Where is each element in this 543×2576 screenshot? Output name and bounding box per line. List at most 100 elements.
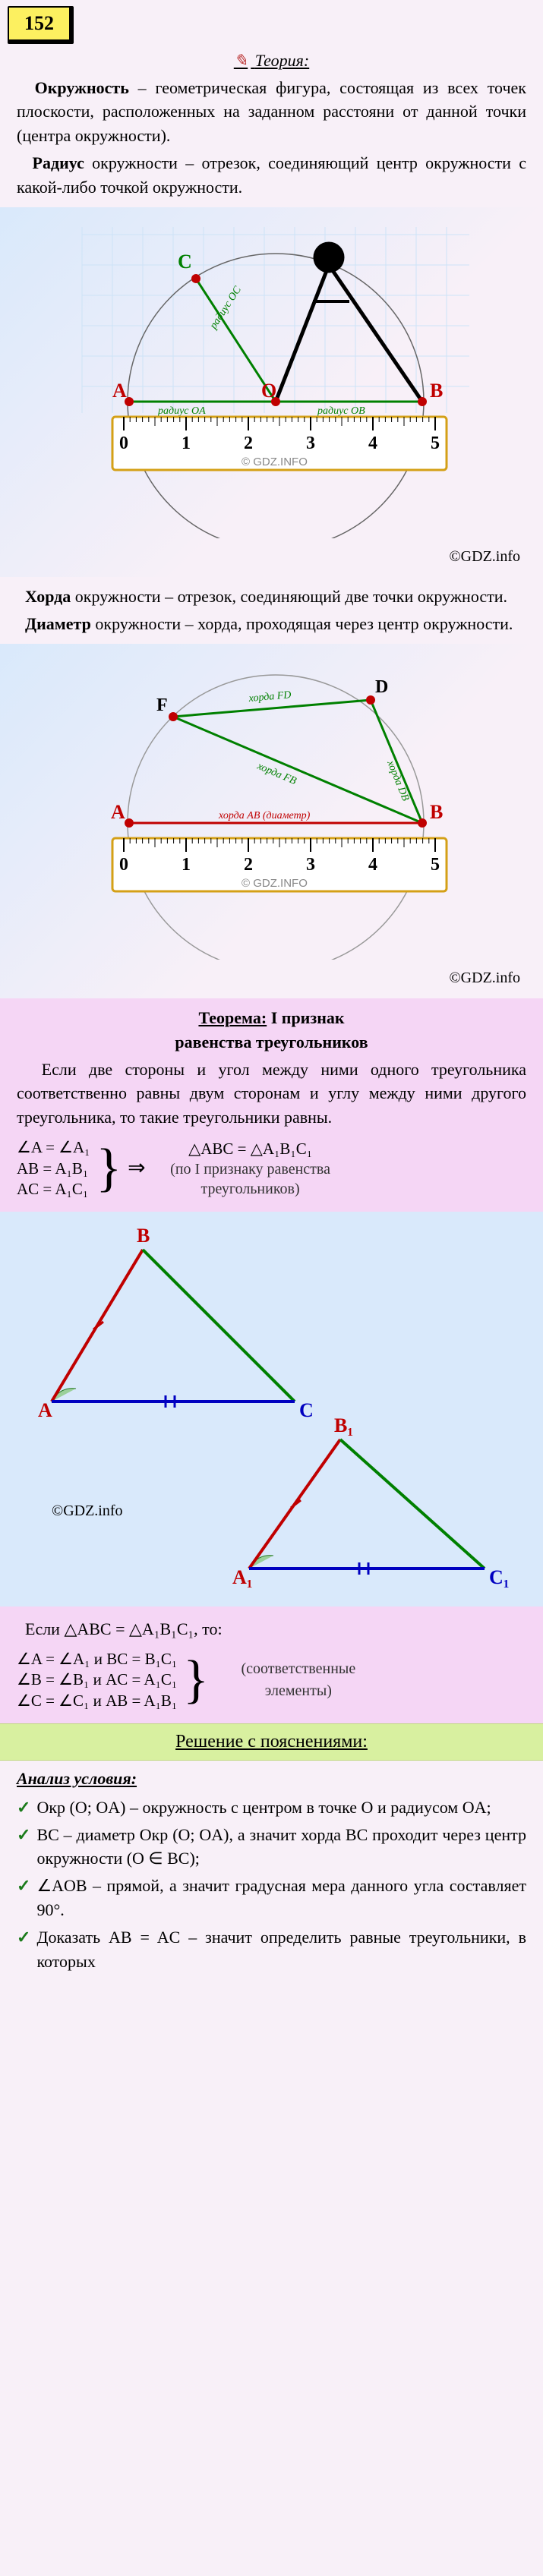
svg-text:1: 1 (182, 434, 191, 453)
svg-text:хорда FB: хорда FB (254, 760, 298, 787)
check-icon: ✓ (17, 1796, 30, 1820)
copyright-2: ©GDZ.info (0, 967, 543, 994)
svg-text:радиус OA: радиус OA (157, 405, 206, 417)
svg-text:хорда AB (диаметр): хорда AB (диаметр) (218, 810, 311, 821)
diagram2-wrap: A B F D хорда FD хорда FB хорда DB хорда… (0, 644, 543, 998)
implies-icon: ⇒ (128, 1153, 145, 1184)
analysis-item: ✓ Окр (O; OA) – окружность с центром в т… (17, 1796, 526, 1820)
svg-text:4: 4 (368, 855, 377, 875)
svg-text:O: O (261, 380, 276, 402)
svg-text:C: C (299, 1399, 314, 1421)
def-diameter: Диаметр окружности – хорда, прохо­дящая … (17, 612, 526, 636)
badge-row: 152 (0, 0, 543, 44)
svg-text:5: 5 (431, 434, 440, 453)
rest-chord: окружности – отрезок, соеди­няющий две т… (71, 587, 507, 606)
svg-text:0: 0 (119, 855, 128, 875)
analysis-item: ✓ Доказать AB = AC – значит определить р… (17, 1925, 526, 1974)
check-icon: ✓ (17, 1874, 30, 1898)
theorem-math: ∠A = ∠A₁ AB = A₁B₁ AC = A₁C₁ } ⇒ △ABC = … (17, 1133, 526, 1204)
svg-text:C₁: C₁ (489, 1566, 510, 1588)
theory-label: Теория: (255, 51, 309, 70)
analysis-section: Анализ условия: ✓ Окр (O; OA) – окружнос… (0, 1761, 543, 1988)
def-chord: Хорда окружности – отрезок, соеди­няющий… (17, 585, 526, 609)
analysis-item: ✓ BC – диаметр Окр (O; OA), а значит хор… (17, 1823, 526, 1871)
corr-l2: ∠B = ∠B₁ и AC = A₁C₁ (17, 1670, 177, 1690)
analysis-text-3: ∠AOB – прямой, а значит градусная мера д… (36, 1874, 526, 1922)
theory-heading: ✎ Теория: (17, 49, 526, 73)
math-l2: AB = A₁B₁ (17, 1159, 90, 1179)
analysis-title: Анализ условия: (17, 1767, 526, 1791)
corr-if-text: Если △ABC = △A₁B₁C₁, то: (25, 1619, 223, 1638)
analysis-text-4: Доказать AB = AC – значит определить рав… (36, 1925, 526, 1974)
math-r2: (по I признаку равенства треугольников) (152, 1159, 349, 1199)
theorem-body-text: Если две стороны и угол между ними одног… (17, 1060, 526, 1127)
svg-text:хорда FD: хорда FD (248, 689, 292, 705)
def-radius: Радиус окружности – отрезок, соеди­няющи… (17, 151, 526, 200)
chord-diagram: A B F D хорда FD хорда FB хорда DB хорда… (44, 656, 500, 960)
theory-section: ✎ Теория: Окружность – геометрическая фи… (0, 44, 543, 207)
svg-text:1: 1 (182, 855, 191, 875)
term-chord: Хорда (25, 587, 71, 606)
page: 152 ✎ Теория: Окружность – геометрическа… (0, 0, 543, 1988)
svg-text:B₁: B₁ (334, 1414, 353, 1436)
svg-text:B: B (430, 801, 443, 823)
diagram1-wrap: A B O C радиус OA радиус OB радиус OC 01… (0, 207, 543, 577)
svg-text:D: D (375, 677, 388, 697)
math-l1: ∠A = ∠A₁ (17, 1137, 90, 1158)
svg-text:2: 2 (244, 855, 253, 875)
check-icon: ✓ (17, 1823, 30, 1847)
problem-number-badge: 152 (8, 6, 74, 44)
svg-text:C: C (178, 251, 192, 273)
theorem-body: Если две стороны и угол между ними одног… (17, 1058, 526, 1130)
corr-math: ∠A = ∠A₁ и BC = B₁C₁ ∠B = ∠B₁ и AC = A₁C… (17, 1644, 526, 1716)
svg-text:4: 4 (368, 434, 377, 453)
term-diameter: Диаметр (25, 614, 91, 633)
solution-bar: Решение с пояснениями: (0, 1723, 543, 1761)
rest-radius: окружности – отрезок, соеди­няющий центр… (17, 153, 526, 197)
svg-text:2: 2 (244, 434, 253, 453)
chord-section: Хорда окружности – отрезок, соеди­няющий… (0, 577, 543, 644)
svg-text:0: 0 (119, 434, 128, 453)
radius-diagram: A B O C радиус OA радиус OB радиус OC 01… (44, 219, 500, 538)
triangles-diagram: A B C A₁ B₁ C₁ ©GDZ.info (21, 1227, 522, 1591)
analysis-text-2: BC – диаметр Окр (O; OA), а значит хорда… (36, 1823, 526, 1871)
svg-text:3: 3 (306, 855, 315, 875)
corr-left: ∠A = ∠A₁ и BC = B₁C₁ ∠B = ∠B₁ и AC = A₁C… (17, 1649, 177, 1711)
math-l3: AC = A₁C₁ (17, 1179, 90, 1200)
svg-text:A₁: A₁ (232, 1566, 253, 1588)
svg-text:© GDZ.INFO: © GDZ.INFO (242, 456, 308, 468)
triangles-block: A B C A₁ B₁ C₁ ©GDZ.info (0, 1212, 543, 1606)
analysis-text-1: Окр (O; OA) – окружность с центром в точ… (36, 1796, 526, 1820)
svg-text:A: A (38, 1399, 52, 1421)
theorem-title-underline: Теорема: (198, 1008, 267, 1027)
corr-if: Если △ABC = △A₁B₁C₁, то: (17, 1617, 526, 1641)
brace-icon-2: } (183, 1659, 209, 1701)
theorem-math-right: △ABC = △A₁B₁C₁ (по I признаку равенства … (152, 1139, 349, 1199)
svg-text:5: 5 (431, 855, 440, 875)
corr-l1: ∠A = ∠A₁ и BC = B₁C₁ (17, 1649, 177, 1670)
corr-l3: ∠C = ∠C₁ и AB = A₁B₁ (17, 1691, 177, 1711)
term-circle: Окружность (35, 78, 129, 97)
pencil-icon: ✎ (234, 51, 248, 70)
brace-icon: } (96, 1147, 122, 1190)
term-radius: Радиус (33, 153, 84, 172)
corr-note: (соответственные элементы) (215, 1658, 382, 1702)
svg-text:©GDZ.info: ©GDZ.info (52, 1502, 123, 1519)
svg-text:3: 3 (306, 434, 315, 453)
theorem-title-rest: I признак (267, 1008, 344, 1027)
svg-text:хорда DB: хорда DB (384, 758, 410, 803)
def-circle: Окружность – геометрическая фигура, сост… (17, 76, 526, 149)
theorem-title-line2: равенства треугольников (175, 1033, 368, 1052)
theorem-block: Теорема: I признак равенства треугольник… (0, 998, 543, 1212)
corresponding-block: Если △ABC = △A₁B₁C₁, то: ∠A = ∠A₁ и BC =… (0, 1606, 543, 1723)
analysis-item: ✓ ∠AOB – прямой, а значит градусная мера… (17, 1874, 526, 1922)
rest-diameter: окружности – хорда, прохо­дящая через це… (91, 614, 513, 633)
math-r1: △ABC = △A₁B₁C₁ (188, 1139, 312, 1159)
svg-text:A: A (111, 801, 125, 823)
theorem-math-left: ∠A = ∠A₁ AB = A₁B₁ AC = A₁C₁ (17, 1137, 90, 1200)
svg-text:B: B (430, 380, 443, 402)
svg-text:F: F (156, 695, 168, 715)
svg-text:© GDZ.INFO: © GDZ.INFO (242, 877, 308, 890)
svg-text:A: A (112, 380, 127, 402)
check-icon: ✓ (17, 1925, 30, 1950)
